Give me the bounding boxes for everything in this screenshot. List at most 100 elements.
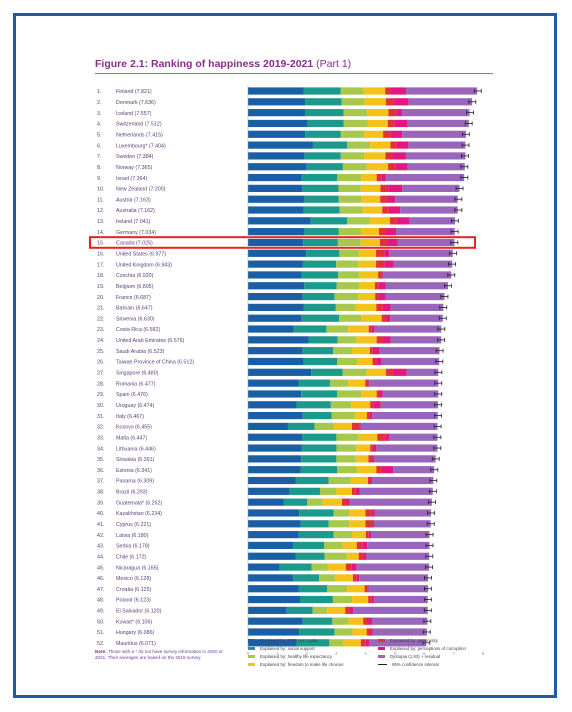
bar-segment-corruption <box>356 574 360 582</box>
bar-segment-social <box>310 217 347 225</box>
country-rank-label: 41. <box>97 522 104 528</box>
bar-segment-dystopia <box>396 228 455 236</box>
bar-segment-gdp <box>248 574 293 582</box>
bar-segment-health <box>334 628 353 636</box>
bar-segment-health <box>336 444 357 452</box>
bar-segment-generosity <box>388 109 397 117</box>
country-name-label: Nicaragua (6.165) <box>116 565 159 571</box>
bar-segment-freedom <box>350 476 368 485</box>
bar-segment-social <box>292 541 325 550</box>
legend-item-dystopia: Dystopia (1.83) + residual <box>378 654 440 659</box>
bar-segment-generosity <box>365 520 373 528</box>
country-name-label: Kosovo (6.455) <box>116 425 152 431</box>
bar-segment-generosity <box>352 574 357 582</box>
bar-segment-corruption <box>367 585 369 593</box>
bar-segment-social <box>301 444 337 452</box>
bar-segment-dystopia <box>368 585 429 593</box>
bar-segment-dystopia <box>406 87 478 95</box>
bar-segment-dystopia <box>353 606 428 614</box>
bar-segment-social <box>298 379 330 387</box>
x-tick-label: 2 <box>305 651 308 656</box>
country-name-label: Sweden (7.384) <box>116 154 154 160</box>
country-name-label: El Salvador (6.120) <box>116 609 162 615</box>
bar-segment-dystopia <box>369 379 439 387</box>
bar-segment-corruption <box>368 379 370 387</box>
legend-label: Explained by: generosity <box>390 638 438 643</box>
bar-segment-gdp <box>248 260 303 268</box>
bar-segment-freedom <box>359 271 379 279</box>
bar-segment-health <box>307 498 323 506</box>
bar-segment-health <box>333 347 352 355</box>
country-name-label: New Zealand (7.200) <box>116 187 166 193</box>
x-tick-label: 8 <box>482 651 485 656</box>
bar-segment-health <box>328 520 350 528</box>
bar-segment-freedom <box>355 412 367 420</box>
legend-item-freedom: Explained by: freedom to make life choic… <box>248 662 343 667</box>
bar-segment-gdp <box>248 379 299 387</box>
bar-segment-gdp <box>248 357 304 366</box>
bar-segment-social <box>298 585 328 593</box>
bar-segment-corruption <box>386 195 396 203</box>
bar-segment-freedom <box>356 444 371 452</box>
bar-segment-health <box>337 357 358 366</box>
bar-segment-social <box>303 357 338 366</box>
bar-segment-freedom <box>343 639 361 647</box>
bar-segment-corruption <box>396 217 409 225</box>
bar-segment-generosity <box>385 98 394 106</box>
country-name-label: Bahrain (6.647) <box>116 306 153 312</box>
bar-segment-health <box>331 412 356 420</box>
bar-segment-dystopia <box>382 390 439 398</box>
country-rank-label: 2. <box>97 100 101 106</box>
bar-segment-gdp <box>248 487 290 495</box>
bar-segment-generosity <box>374 282 379 290</box>
bar-segment-social <box>302 617 333 625</box>
bar-segment-generosity <box>369 347 373 355</box>
country-name-label: Saudi Arabia (6.523) <box>116 349 165 355</box>
bar-segment-gdp <box>248 606 287 614</box>
bar-segment-dystopia <box>400 206 458 214</box>
bar-segment-social <box>304 109 344 117</box>
country-name-label: Israel (7.364) <box>116 176 147 182</box>
bar-segment-corruption <box>395 163 408 171</box>
bar-segment-dystopia <box>393 466 435 474</box>
footnote-text: Those with a * do not have survey inform… <box>95 649 223 661</box>
bar-segment-gdp <box>248 466 301 474</box>
bar-segment-generosity <box>377 433 386 441</box>
country-name-label: Uruguay (6.474) <box>116 403 155 409</box>
bar-segment-gdp <box>248 206 304 214</box>
bar-segment-social <box>303 87 341 95</box>
bar-segment-gdp <box>248 119 308 128</box>
bar-segment-corruption <box>376 357 382 366</box>
bar-segment-social <box>300 520 329 528</box>
bar-segment-gdp <box>248 195 305 203</box>
bar-segment-social <box>302 184 339 192</box>
footnote: Note: Those with a * do not have survey … <box>95 649 230 661</box>
bar-segment-corruption <box>393 368 407 376</box>
legend-item-social: Explained by: social support <box>248 646 315 651</box>
bar-segment-freedom <box>348 379 366 387</box>
country-rank-label: 8. <box>97 165 101 171</box>
bar-segment-generosity <box>368 325 372 333</box>
bar-segment-health <box>335 303 356 311</box>
bar-segment-gdp <box>248 444 302 452</box>
bar-segment-health <box>333 509 350 517</box>
bar-segment-freedom <box>355 455 369 463</box>
bar-segment-dystopia <box>371 476 434 485</box>
bar-segment-gdp <box>248 628 300 636</box>
bar-segment-social <box>287 422 315 431</box>
bar-segment-health <box>328 476 351 485</box>
bar-segment-gdp <box>248 520 301 528</box>
bar-segment-corruption <box>370 476 372 485</box>
bar-segment-freedom <box>367 109 389 117</box>
bar-segment-gdp <box>248 422 288 431</box>
bar-segment-social <box>304 228 339 236</box>
bar-segment-freedom <box>359 282 375 290</box>
bar-segment-generosity <box>383 130 391 138</box>
bar-segment-gdp <box>248 228 305 236</box>
bar-segment-generosity <box>380 184 389 192</box>
country-rank-label: 33. <box>97 435 104 441</box>
bar-segment-freedom <box>361 173 377 182</box>
bar-segment-health <box>341 98 365 106</box>
bar-segment-health <box>330 401 352 409</box>
bar-segment-corruption <box>371 595 375 604</box>
